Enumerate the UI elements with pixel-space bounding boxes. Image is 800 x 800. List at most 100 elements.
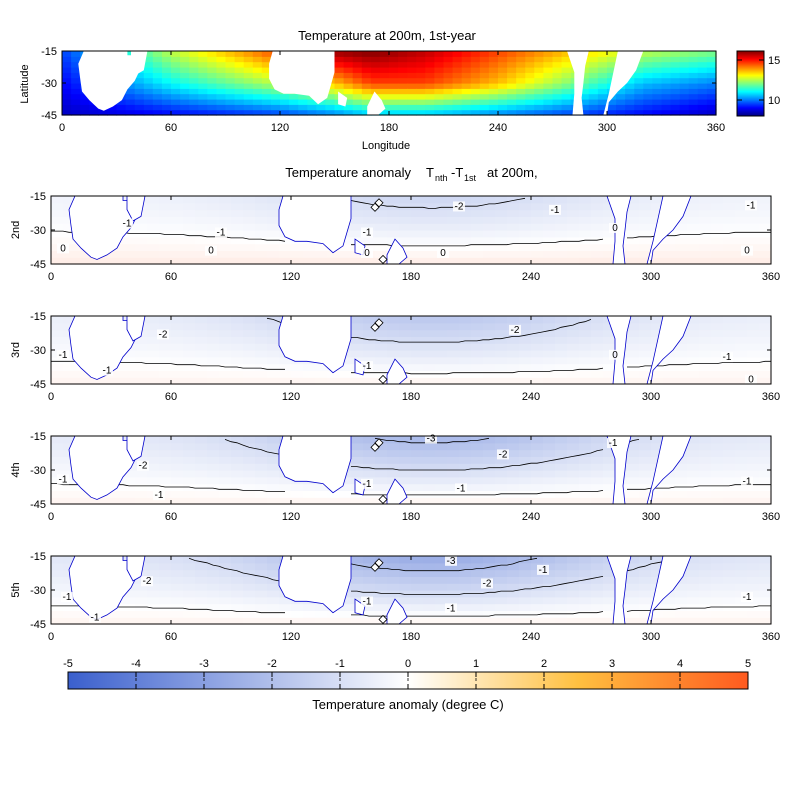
anomaly-cell — [435, 216, 448, 224]
anomaly-cell — [267, 456, 280, 464]
anomaly-cell — [603, 456, 616, 464]
anomaly-cell — [711, 436, 724, 444]
field-cell — [389, 67, 399, 73]
landmass-5 — [567, 51, 589, 115]
field-cell — [152, 88, 163, 95]
anomaly-cell — [351, 336, 364, 344]
anomaly-cell — [483, 322, 496, 331]
anomaly-cell — [627, 257, 640, 265]
anomaly-cell — [411, 483, 424, 491]
contour-label: -1 — [363, 361, 372, 372]
field-cell — [80, 93, 90, 100]
anomaly-cell — [495, 456, 508, 464]
anomaly-cell — [687, 322, 700, 331]
anomaly-cell — [567, 583, 580, 591]
anomaly-cell — [279, 617, 292, 625]
landmass-3 — [338, 91, 348, 107]
anomaly-cell — [567, 463, 580, 471]
field-cell — [434, 83, 445, 89]
anomaly-cell — [495, 216, 508, 224]
anomaly-cell — [243, 243, 256, 251]
anomaly-cell — [399, 329, 412, 337]
anomaly-cell — [579, 442, 592, 451]
field-cell — [434, 104, 445, 111]
anomaly-cell — [591, 216, 604, 224]
anomaly-cell — [699, 456, 712, 464]
anomaly-cell — [171, 322, 184, 331]
anomaly-cell — [555, 257, 568, 265]
anomaly-cell — [159, 316, 172, 324]
field-cell — [261, 88, 272, 95]
anomaly-cell — [711, 476, 724, 485]
field-cell — [616, 88, 626, 95]
diamond-marker — [374, 318, 384, 328]
top-colorbar-gradient — [736, 50, 765, 117]
anomaly-cell — [219, 442, 232, 451]
anomaly-cell — [171, 316, 184, 324]
anomaly-cell — [231, 216, 244, 224]
anomaly-cell — [267, 343, 280, 351]
field-cell — [89, 109, 99, 116]
field-cell — [334, 51, 345, 57]
anomaly-cell — [111, 610, 124, 618]
field-cell — [161, 56, 172, 63]
anomaly-cell — [507, 336, 520, 344]
anomaly-cell — [555, 196, 568, 204]
anomaly-cell — [183, 490, 196, 498]
anomaly-cell — [471, 610, 484, 618]
anomaly-cell — [375, 356, 388, 365]
anomaly-cell — [675, 243, 688, 251]
field-cell — [607, 67, 617, 73]
anomaly-cell — [495, 603, 508, 611]
anomaly-cell — [147, 196, 160, 204]
anomaly-cell — [267, 442, 280, 451]
anomaly-cell — [63, 322, 76, 331]
anomaly-cell — [159, 363, 172, 371]
contour-label-bg — [61, 592, 73, 603]
anomaly-cell — [723, 470, 736, 478]
anomaly-cell — [495, 202, 508, 211]
anomaly-cell — [123, 610, 136, 618]
anomaly-cell — [711, 329, 724, 337]
x-tick-label: 0 — [48, 511, 54, 523]
anomaly-cell — [171, 196, 184, 204]
field-cell — [261, 56, 272, 63]
anomaly-cell — [51, 209, 64, 217]
anomaly-cell — [723, 596, 736, 605]
colorbar-tick-label: 4 — [677, 658, 683, 670]
anomaly-cell — [519, 449, 532, 457]
anomaly-cell — [579, 202, 592, 211]
anomaly-cell — [63, 442, 76, 451]
field-cell — [334, 88, 345, 95]
anomaly-cell — [735, 202, 748, 211]
anomaly-cell — [219, 356, 232, 365]
anomaly-cell — [63, 202, 76, 211]
anomaly-cell — [159, 236, 172, 245]
anomaly-cell — [639, 610, 652, 618]
anomaly-cell — [555, 216, 568, 224]
anomaly-cell — [399, 322, 412, 331]
landmass-2 — [278, 435, 352, 494]
anomaly-cell — [711, 497, 724, 505]
anomaly-cell — [63, 617, 76, 625]
anomaly-cell — [147, 202, 160, 211]
x-tick-label: 240 — [522, 631, 540, 643]
anomaly-cell — [591, 250, 604, 258]
anomaly-cell — [171, 576, 184, 584]
field-cell — [243, 83, 254, 89]
anomaly-cell — [159, 603, 172, 611]
anomaly-cell — [135, 583, 148, 591]
anomaly-cell — [447, 442, 460, 451]
anomaly-cell — [315, 370, 328, 378]
field-cell — [498, 99, 508, 105]
x-tick-label: 120 — [282, 631, 300, 643]
anomaly-cell — [423, 350, 436, 358]
field-cell — [607, 104, 617, 111]
field-cell — [180, 93, 190, 100]
field-cell — [261, 72, 272, 79]
anomaly-cell — [219, 336, 232, 344]
field-cell — [225, 67, 236, 73]
anomaly-cell — [627, 590, 640, 598]
anomaly-cell — [723, 216, 736, 224]
anomaly-cell — [591, 436, 604, 444]
